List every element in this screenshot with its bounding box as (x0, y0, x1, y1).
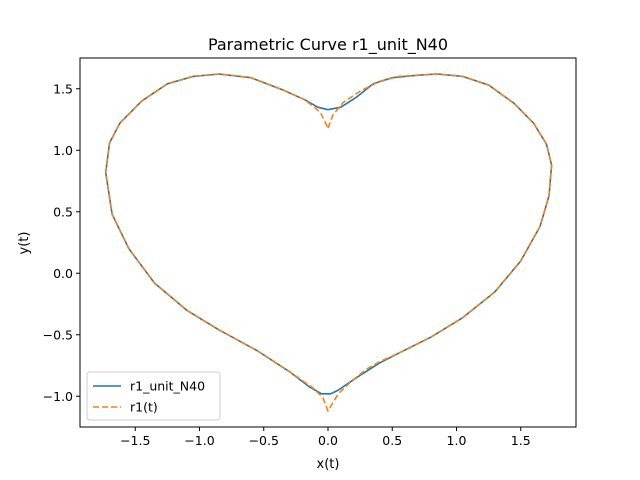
y-axis-label: y(t) (17, 232, 32, 255)
legend-label-series-1: r1_unit_N40 (130, 379, 205, 394)
y-tick-label: −1.0 (43, 389, 73, 404)
x-tick-label: 1.5 (511, 433, 531, 448)
x-tick-label: 0.5 (382, 433, 402, 448)
y-tick-label: −0.5 (43, 327, 73, 342)
plot-layer (104, 73, 553, 412)
y-tick-label: 1.0 (53, 143, 73, 158)
legend-label-series-2: r1(t) (130, 400, 158, 415)
x-tick-label: −1.5 (120, 433, 150, 448)
chart-title: Parametric Curve r1_unit_N40 (208, 35, 448, 55)
y-tick-label: 0.5 (53, 204, 73, 219)
series-line-2 (104, 73, 553, 412)
legend: r1_unit_N40 r1(t) (86, 371, 221, 421)
x-tick-label: 1.0 (447, 433, 467, 448)
x-tick-label: −0.5 (249, 433, 279, 448)
y-tick-label: 0.0 (53, 266, 73, 281)
legend-box (86, 371, 221, 421)
x-tick-label: 0.0 (318, 433, 338, 448)
ticks-layer: −1.5 −1.0 −0.5 0.0 0.5 1.0 1.5 −1.0 −0.5 0.0 0.5 1.… (43, 81, 531, 448)
x-axis-label: x(t) (317, 457, 340, 472)
x-tick-label: −1.0 (184, 433, 214, 448)
y-tick-label: 1.5 (53, 81, 73, 96)
